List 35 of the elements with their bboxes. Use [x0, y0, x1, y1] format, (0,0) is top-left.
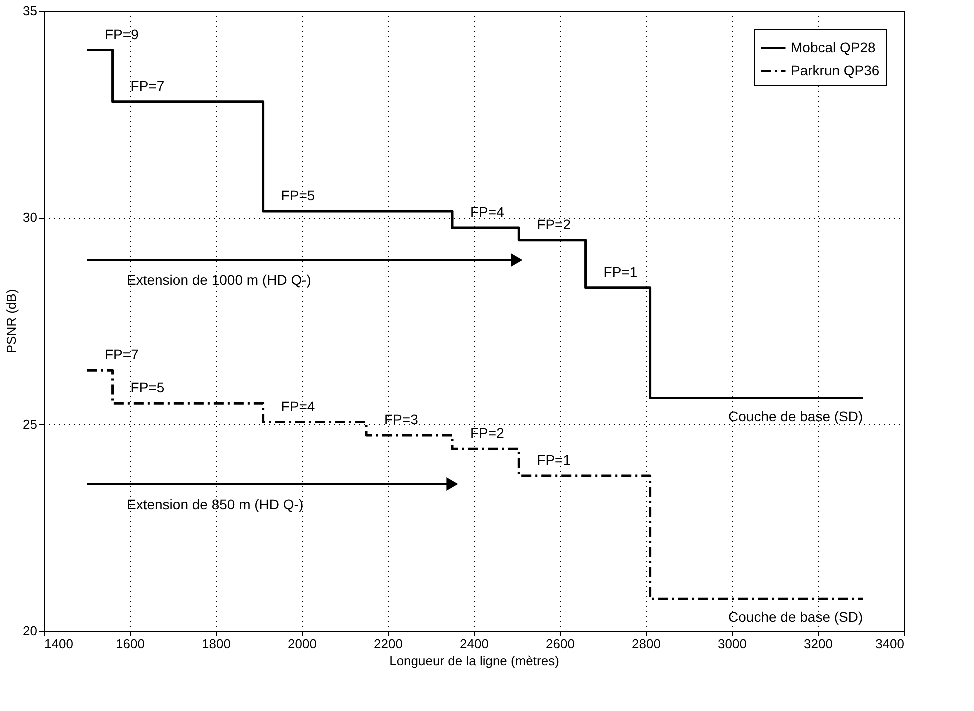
x-tick-label: 3400 — [876, 636, 904, 652]
y-tick-label: 30 — [23, 210, 38, 226]
legend-label: Parkrun QP36 — [791, 62, 880, 78]
y-tick-label: 35 — [23, 4, 38, 18]
annotation: Extension de 1000 m (HD Q-) — [127, 272, 312, 288]
annotation: FP=2 — [470, 425, 505, 442]
annotation: FP=3 — [384, 411, 419, 428]
y-tick-label: 25 — [23, 416, 38, 432]
annotation: FP=4 — [470, 204, 505, 220]
annotation: FP=4 — [281, 398, 316, 414]
annotation: FP=1 — [604, 264, 638, 280]
x-tick-label: 3000 — [718, 636, 747, 652]
y-axis-title: PSNR (dB) — [4, 289, 20, 354]
annotation: FP=9 — [105, 26, 140, 42]
legend-label: Mobcal QP28 — [791, 40, 876, 56]
x-tick-label: 1400 — [44, 636, 74, 652]
x-tick-label: 2800 — [632, 636, 661, 652]
y-tick-label: 20 — [23, 624, 38, 638]
annotation: FP=5 — [281, 187, 316, 204]
annotation: FP=7 — [105, 346, 140, 363]
x-tick-label: 2000 — [288, 636, 317, 652]
annotation: FP=5 — [130, 380, 165, 396]
annotation: FP=2 — [537, 216, 572, 232]
x-tick-label: 1800 — [202, 636, 231, 652]
x-tick-label: 2200 — [374, 636, 403, 652]
annotation: Couche de base (SD) — [728, 408, 864, 424]
x-tick-label: 2600 — [546, 636, 575, 652]
annotation: Extension de 850 m (HD Q-) — [127, 496, 304, 512]
x-axis-title: Longueur de la ligne (mètres) — [390, 654, 560, 668]
x-tick-label: 3200 — [804, 636, 833, 652]
x-tick-label: 2400 — [460, 636, 489, 652]
annotation: Couche de base (SD) — [728, 609, 864, 626]
annotation: FP=7 — [130, 78, 165, 94]
x-tick-label: 1600 — [116, 636, 145, 652]
annotation: FP=1 — [537, 452, 572, 468]
